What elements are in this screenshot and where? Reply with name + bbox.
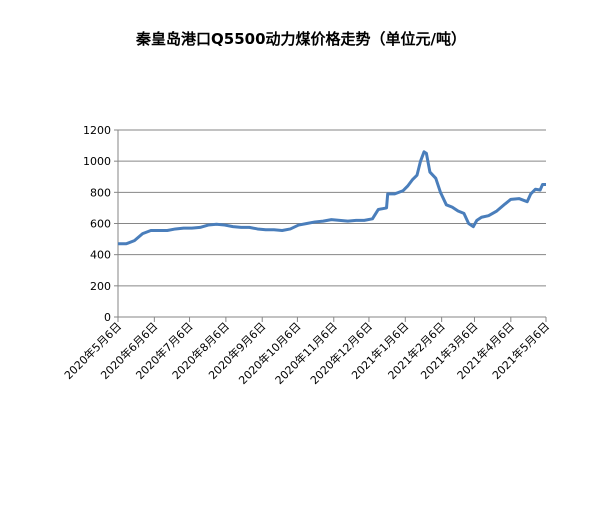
y-tick-label: 1200 bbox=[83, 124, 111, 137]
y-tick-label: 200 bbox=[90, 280, 111, 293]
line bbox=[118, 150, 546, 246]
y-tick-label: 400 bbox=[90, 249, 111, 262]
y-tick-label: 0 bbox=[104, 311, 111, 324]
y-tick-label: 600 bbox=[90, 218, 111, 231]
x-tick-label: 2020年11月6日 bbox=[272, 319, 340, 387]
chart-title: 秦皇岛港口Q5500动力煤价格走势（单位元/吨） bbox=[135, 30, 466, 48]
y-tick-label: 800 bbox=[90, 186, 111, 199]
y-tick-label: 1000 bbox=[83, 155, 111, 168]
x-tick-label: 2020年10月6日 bbox=[236, 319, 304, 387]
x-tick-label: 2020年12月6日 bbox=[307, 319, 375, 387]
